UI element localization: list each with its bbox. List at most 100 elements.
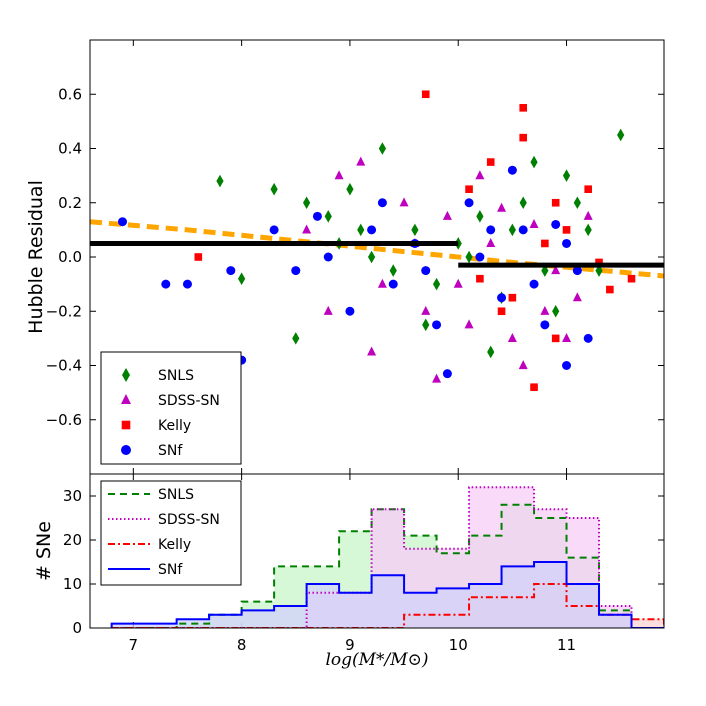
point-snls — [389, 264, 397, 277]
point-snf — [367, 225, 377, 235]
top-panel: −0.6 −0.4 −0.2 0.0 0.2 0.4 0.6 Hubble Residual… — [25, 39, 665, 475]
point-kelly — [497, 307, 506, 316]
top-legend-markers — [121, 368, 131, 455]
point-sdss-sn — [334, 170, 344, 180]
trend-fit-line — [90, 219, 664, 279]
point-snf — [442, 369, 452, 379]
point-snls — [508, 223, 516, 237]
point-sdss-sn — [486, 238, 496, 248]
point-snf — [182, 279, 192, 289]
x-tick-label: 8 — [237, 636, 247, 654]
point-snf — [562, 361, 572, 370]
point-kelly — [194, 253, 203, 261]
point-sdss-sn — [529, 219, 539, 229]
y-tick-label: −0.2 — [46, 302, 82, 320]
point-sdss-sn — [302, 224, 312, 234]
point-sdss-sn — [572, 292, 582, 302]
legend-label-snf: SNf — [158, 443, 183, 459]
point-sdss-sn — [432, 373, 442, 383]
y-tick-label: 20 — [63, 531, 82, 549]
hist-line-sdss-sn — [111, 486, 664, 628]
point-snf — [572, 266, 582, 276]
top-ticks: −0.6 −0.4 −0.2 0.0 0.2 0.4 0.6 — [46, 40, 664, 474]
point-snf — [518, 225, 528, 235]
point-snf — [529, 279, 539, 289]
point-kelly — [508, 293, 517, 302]
point-snf — [269, 225, 279, 235]
point-sdss-sn — [518, 360, 528, 370]
x-axis-label: log(M*/M⊙) — [325, 650, 428, 670]
point-kelly — [584, 185, 592, 193]
x-tick-label: 7 — [129, 636, 139, 654]
point-snf — [464, 198, 474, 208]
trend-fit-path — [90, 219, 664, 279]
point-sdss-sn — [367, 346, 377, 356]
point-sdss-sn — [540, 305, 550, 315]
point-snls — [584, 223, 592, 237]
hist-legend-label-snf: SNf — [158, 562, 183, 578]
point-snls — [216, 174, 224, 188]
point-snls — [530, 155, 538, 169]
point-sdss-sn — [442, 210, 452, 220]
point-snls — [432, 277, 441, 291]
point-sdss-sn — [377, 278, 387, 288]
point-sdss-sn — [421, 305, 431, 315]
point-snls — [378, 142, 387, 155]
point-kelly — [627, 274, 636, 283]
hist-line-kelly — [111, 583, 664, 628]
point-snf — [323, 252, 333, 262]
point-snf — [486, 225, 496, 235]
point-snf — [345, 306, 355, 316]
point-snls — [411, 223, 419, 237]
point-snls — [562, 169, 571, 182]
point-sdss-sn — [453, 278, 463, 288]
top-ylabel: Hubble Residual — [25, 180, 47, 334]
point-sdss-sn — [356, 156, 366, 166]
legend-marker-snls — [122, 368, 130, 382]
y-tick-label: 0.2 — [58, 194, 82, 212]
point-snf — [583, 333, 593, 343]
point-kelly — [541, 239, 549, 248]
point-kelly — [421, 90, 430, 99]
y-tick-label: −0.4 — [46, 357, 82, 375]
point-snf — [388, 279, 398, 289]
bottom-ylabel: # SNe — [33, 521, 55, 581]
point-snf — [312, 211, 322, 221]
point-snls — [292, 332, 300, 345]
point-kelly — [595, 258, 603, 267]
point-snf — [507, 165, 517, 175]
point-snls — [303, 196, 311, 210]
legend-marker-kelly — [121, 420, 131, 430]
hist-legend-label-sdss: SDSS-SN — [158, 512, 220, 528]
histogram-lines — [110, 486, 664, 628]
point-snf — [421, 266, 431, 276]
bottom-panel: 0 10 20 30 7 8 9 10 11 # SNe SNLS SDSS-SN Kelly … — [33, 473, 665, 654]
point-snf — [551, 219, 561, 229]
point-kelly — [476, 274, 484, 283]
point-snls — [367, 250, 376, 264]
x-tick-label: 10 — [449, 636, 468, 654]
point-kelly — [551, 198, 560, 207]
point-snls — [552, 304, 560, 318]
step-fit-lines — [90, 240, 664, 268]
bottom-legend-lines — [108, 493, 150, 570]
y-tick-label: 10 — [63, 575, 82, 593]
point-sdss-sn — [507, 332, 517, 342]
point-sdss-sn — [583, 210, 593, 220]
point-snf — [377, 198, 387, 208]
point-sdss-sn — [464, 319, 474, 329]
point-snf — [161, 279, 171, 289]
point-snls — [346, 182, 354, 196]
point-sdss-sn — [475, 170, 485, 180]
legend-marker-sdss-sn — [121, 394, 131, 404]
x-tick-label: 11 — [557, 636, 576, 654]
point-snf — [291, 266, 301, 276]
point-snf — [226, 266, 236, 276]
point-snls — [617, 128, 625, 142]
top-legend: SNLS SDSS-SN Kelly SNf — [100, 351, 242, 465]
point-snls — [476, 210, 484, 223]
point-snls — [487, 345, 495, 359]
scatter-points — [117, 90, 636, 391]
bottom-legend-box — [100, 480, 242, 586]
